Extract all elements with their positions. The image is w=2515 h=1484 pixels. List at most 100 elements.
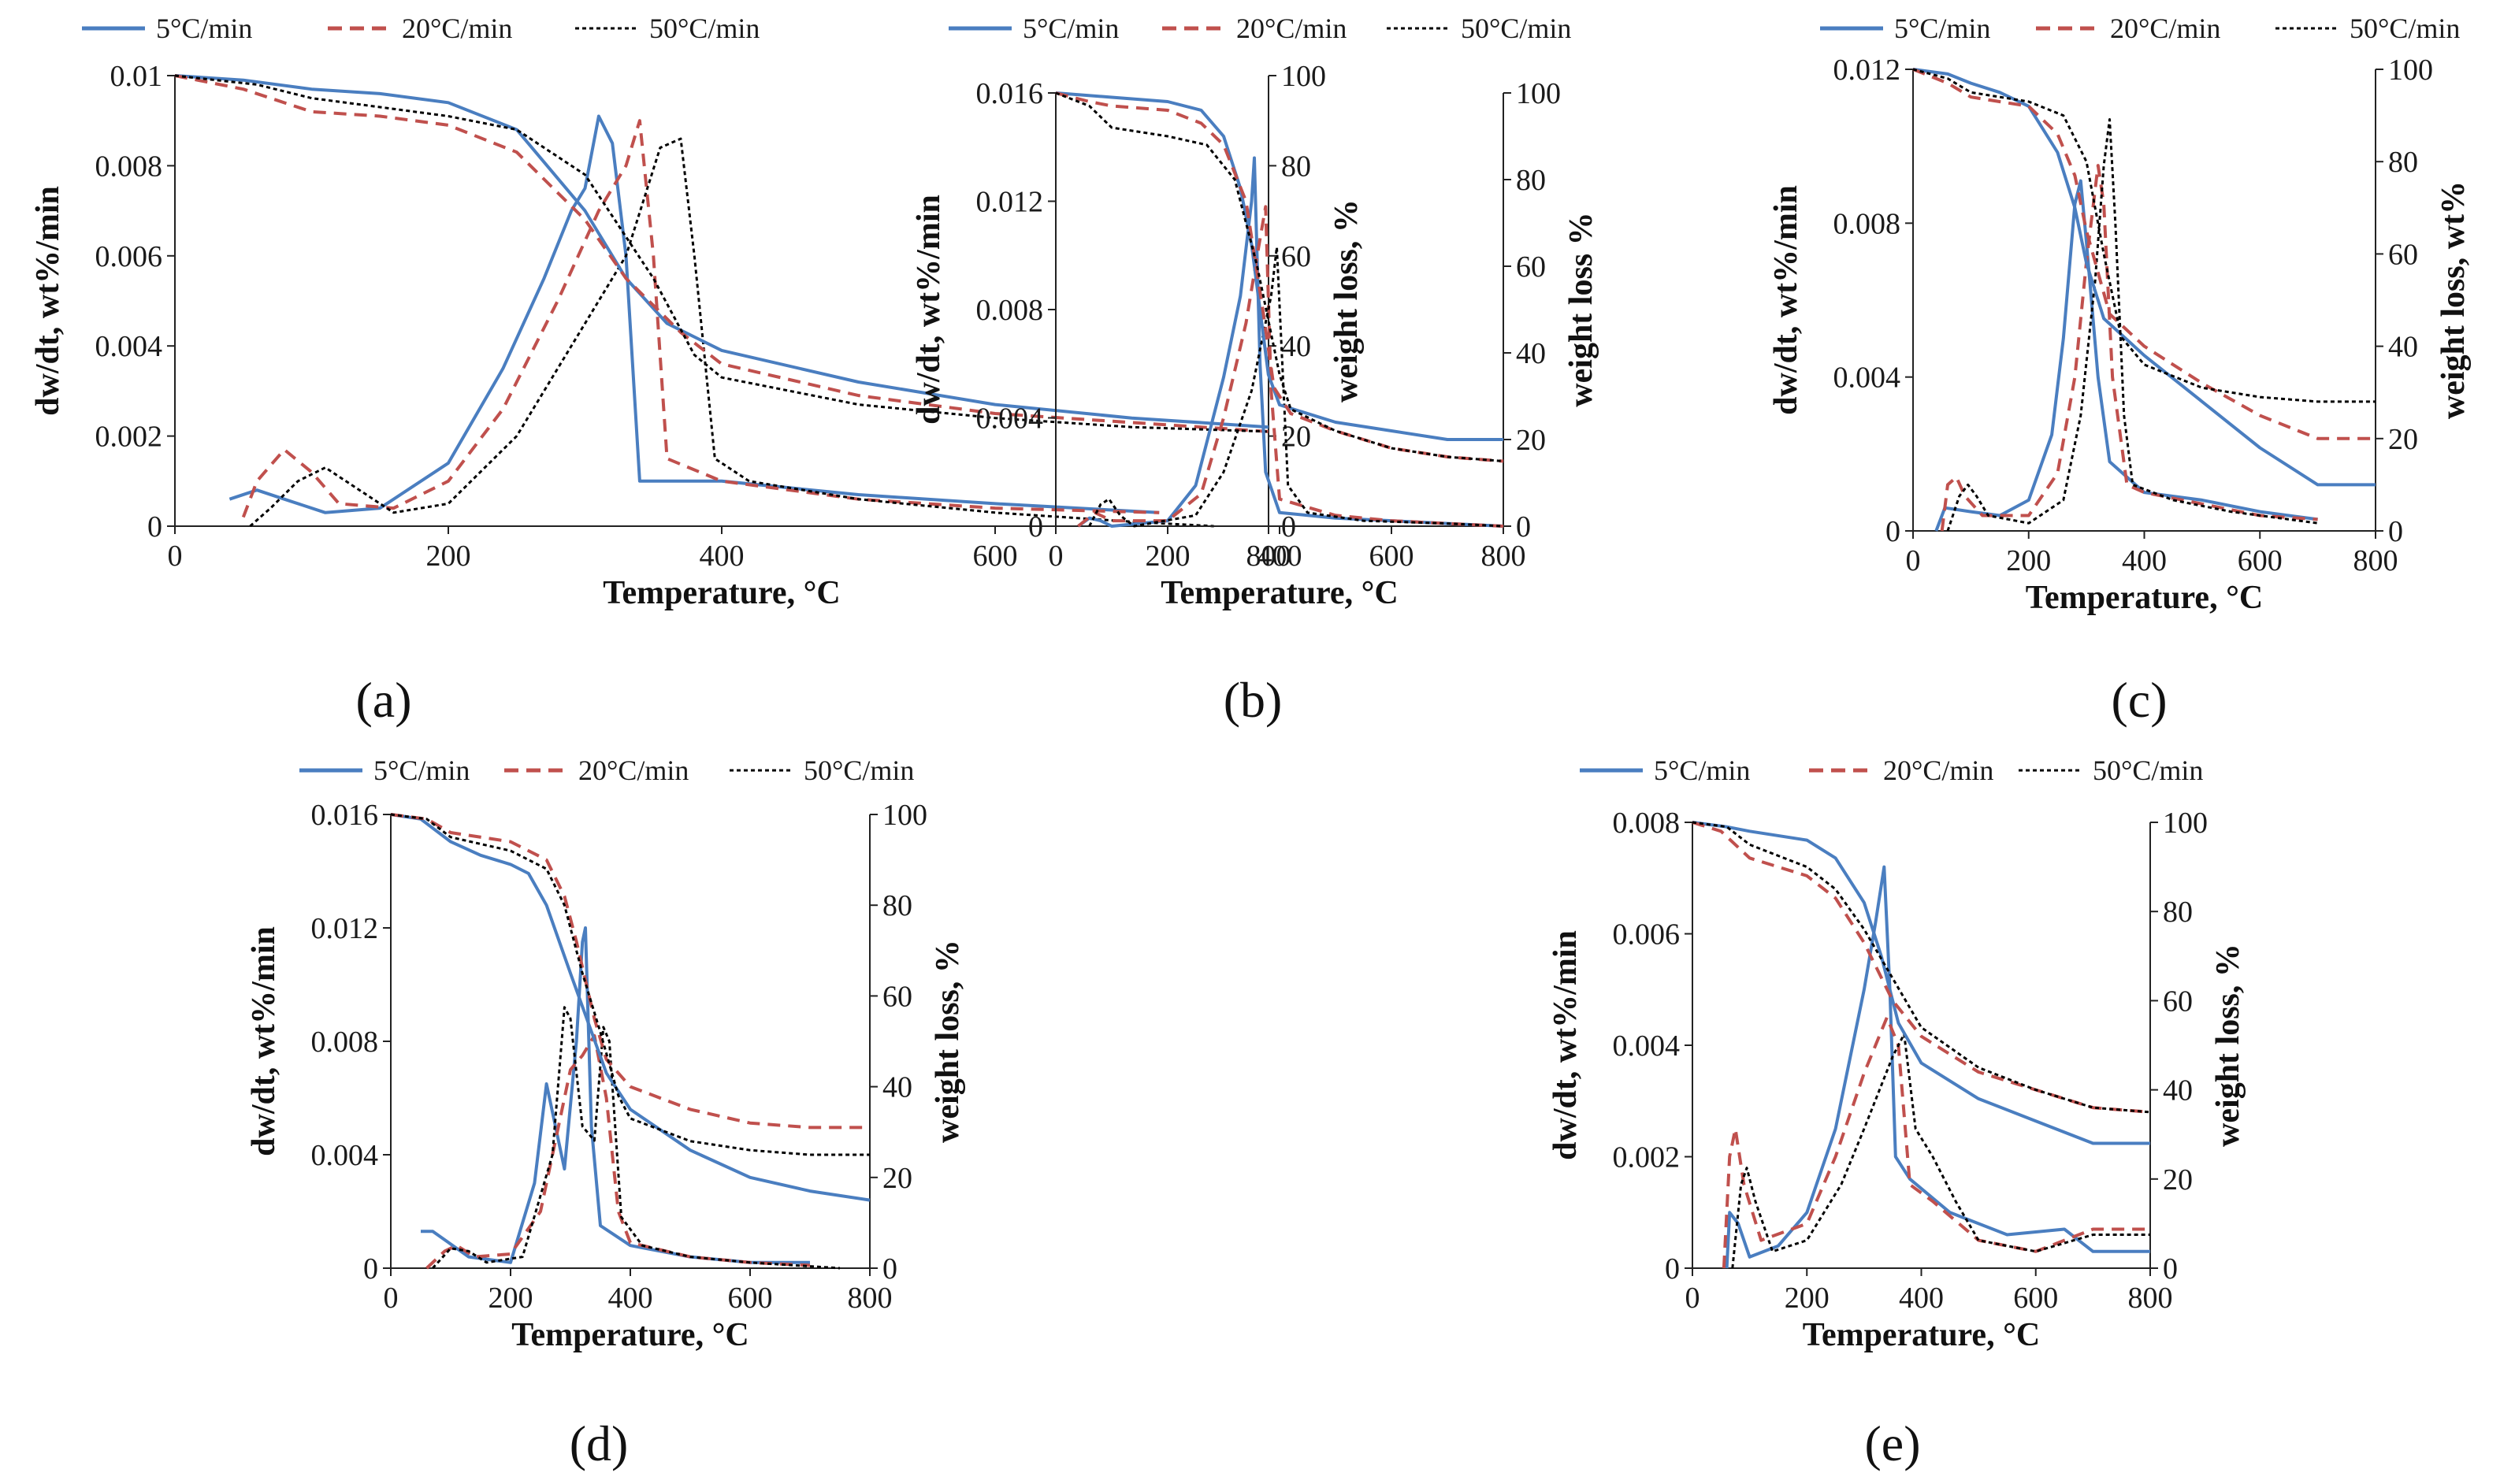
x-tick-label: 400 xyxy=(1899,1282,1944,1315)
x-tick-label: 400 xyxy=(1258,540,1302,573)
legend-entry: 50°C/min xyxy=(1461,13,1571,44)
left-y-tick-label: 0.008 xyxy=(311,1026,379,1059)
left-y-tick-label: 0 xyxy=(1885,515,1900,548)
panel-label: (b) xyxy=(1224,672,1283,728)
legend-entry: 5°C/min xyxy=(1654,755,1750,786)
right-y-axis-title: weight loss % xyxy=(1563,212,1599,406)
tga-curve-20c-min xyxy=(1912,68,2376,440)
tga-curve-5c-min xyxy=(390,813,871,1202)
right-y-tick-label: 80 xyxy=(882,889,912,922)
right-y-axis-title: weight loss, % xyxy=(2210,944,2246,1147)
legend-entry: 5°C/min xyxy=(1894,13,1990,44)
tga-curve-50c-min xyxy=(390,813,870,1156)
right-y-tick-label: 100 xyxy=(2388,54,2433,87)
left-y-tick-label: 0.012 xyxy=(311,912,379,945)
right-y-tick-label: 80 xyxy=(2163,896,2193,929)
left-y-tick-label: 0.002 xyxy=(1613,1141,1681,1174)
x-tick-label: 600 xyxy=(2013,1282,2058,1315)
right-y-axis-title: weight loss, % xyxy=(1328,199,1365,403)
tga-curve-50c-min xyxy=(1692,821,2151,1114)
x-tick-label: 200 xyxy=(426,540,471,573)
x-tick-label: 600 xyxy=(1369,540,1414,573)
legend-entry: 50°C/min xyxy=(2350,13,2460,44)
legend-entry: 20°C/min xyxy=(1236,13,1347,44)
tga-curve-50c-min xyxy=(174,74,1269,433)
tga-curve-5c-min xyxy=(1912,68,2376,487)
dtg-curve-5c-min xyxy=(228,114,1160,514)
tga-curve-20c-min xyxy=(1692,821,2151,1114)
left-y-tick-label: 0.012 xyxy=(976,186,1044,219)
panel-label: (a) xyxy=(355,672,411,728)
left-y-tick-label: 0.004 xyxy=(1833,362,1901,395)
x-tick-label: 600 xyxy=(2238,544,2283,577)
dtg-curve-50c-min xyxy=(1731,1033,2150,1269)
panel-label: (c) xyxy=(2111,672,2167,728)
legend-entry: 20°C/min xyxy=(578,755,689,786)
panel-label: (d) xyxy=(570,1415,629,1471)
dtg-curve-20c-min xyxy=(241,119,1160,518)
right-y-tick-label: 40 xyxy=(1281,330,1311,363)
dtg-curve-5c-min xyxy=(1725,865,2150,1269)
left-y-tick-label: 0.008 xyxy=(976,294,1044,327)
panel-b: 0 200 400 600 80000.0040.0080.0120.016020406… xyxy=(911,13,1599,728)
dtg-curve-20c-min xyxy=(1722,1015,2150,1269)
panel-d: 0 200 400 600 80000.0040.0080.0120.016020406… xyxy=(246,755,966,1471)
legend-entry: 50°C/min xyxy=(649,13,760,44)
dtg-curve-50c-min xyxy=(249,137,1214,528)
dtg-curve-50c-min xyxy=(1088,246,1504,528)
dtg-curve-5c-min xyxy=(1077,156,1504,528)
left-y-tick-label: 0.016 xyxy=(976,77,1044,110)
left-y-tick-label: 0 xyxy=(363,1252,378,1286)
dtg-curve-5c-min xyxy=(1934,179,2318,532)
tga-curve-5c-min xyxy=(174,74,1269,429)
legend-entry: 20°C/min xyxy=(402,13,512,44)
x-tick-label: 600 xyxy=(973,540,1018,573)
right-y-tick-label: 60 xyxy=(2163,985,2193,1018)
legend-entry: 50°C/min xyxy=(2093,755,2203,786)
x-tick-label: 800 xyxy=(1246,540,1291,573)
left-y-tick-label: 0.004 xyxy=(311,1139,379,1172)
legend-entry: 20°C/min xyxy=(2110,13,2220,44)
right-y-tick-label: 0 xyxy=(882,1252,897,1286)
dtg-curve-20c-min xyxy=(425,1033,811,1270)
x-axis-title: Temperature, °C xyxy=(2026,580,2263,616)
x-tick-label: 200 xyxy=(1785,1282,1830,1315)
right-y-tick-label: 80 xyxy=(2388,146,2418,179)
right-y-tick-label: 40 xyxy=(882,1071,912,1104)
left-y-tick-label: 0.002 xyxy=(95,421,163,454)
legend-entry: 5°C/min xyxy=(156,13,252,44)
right-y-tick-label: 40 xyxy=(1516,337,1546,370)
x-tick-label: 800 xyxy=(1481,540,1526,573)
right-y-tick-label: 0 xyxy=(2388,515,2403,548)
right-y-tick-label: 60 xyxy=(2388,238,2418,271)
x-tick-label: 0 xyxy=(1049,540,1064,573)
panel-a: 0 200 400 600 80000.0020.0040.0060.0080.0102… xyxy=(30,13,1365,728)
right-y-tick-label: 60 xyxy=(1281,240,1311,273)
x-tick-label: 600 xyxy=(728,1282,773,1315)
tga-curve-20c-min xyxy=(174,74,1269,433)
x-tick-label: 800 xyxy=(2128,1282,2173,1315)
right-y-tick-label: 100 xyxy=(882,799,927,832)
left-y-tick-label: 0 xyxy=(1665,1252,1680,1286)
left-y-tick-label: 0 xyxy=(147,510,162,544)
tga-curve-5c-min xyxy=(1055,91,1503,441)
dtg-curve-20c-min xyxy=(1940,164,2318,532)
left-y-tick-label: 0 xyxy=(1028,510,1043,544)
x-tick-label: 0 xyxy=(384,1282,399,1315)
left-y-axis-title: dw/dt, wt%/min xyxy=(1768,185,1804,415)
right-y-tick-label: 20 xyxy=(2388,423,2418,456)
legend-entry: 20°C/min xyxy=(1883,755,1993,786)
panel-label: (e) xyxy=(1864,1415,1920,1471)
left-y-tick-label: 0.01 xyxy=(110,60,163,93)
left-y-tick-label: 0.004 xyxy=(976,403,1044,436)
x-tick-label: 200 xyxy=(2006,544,2051,577)
x-tick-label: 0 xyxy=(1685,1282,1700,1315)
left-y-axis-title: dw/dt, wt%/min xyxy=(911,195,947,425)
left-y-tick-label: 0.008 xyxy=(1833,207,1901,240)
right-y-tick-label: 60 xyxy=(882,980,912,1013)
x-tick-label: 800 xyxy=(848,1282,893,1315)
x-tick-label: 800 xyxy=(2353,544,2398,577)
right-y-tick-label: 80 xyxy=(1281,150,1311,183)
x-axis-title: Temperature, °C xyxy=(1161,575,1398,611)
